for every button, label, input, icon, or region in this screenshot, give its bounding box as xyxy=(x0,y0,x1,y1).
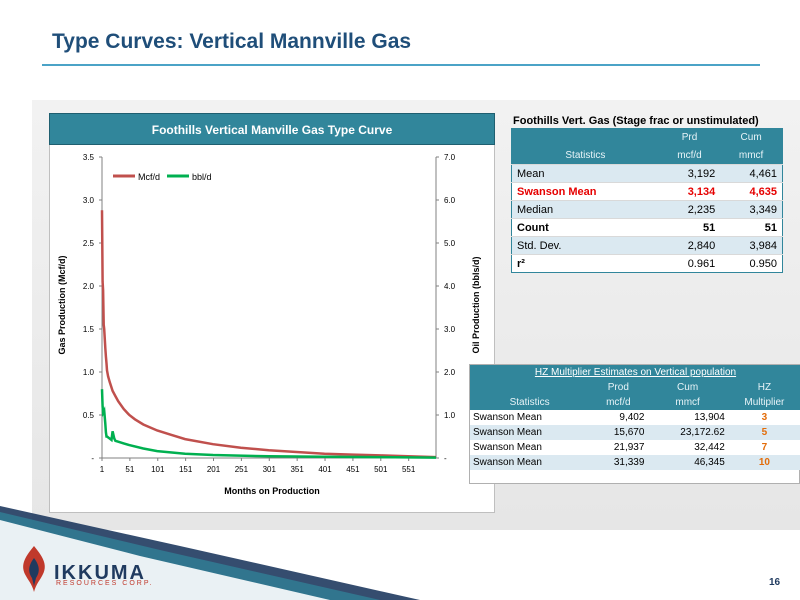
gas-series-line xyxy=(100,210,437,459)
y-tick-label: 3.5 xyxy=(83,153,95,162)
x-tick-label: 201 xyxy=(207,465,221,474)
table-row: Swanson Mean 9,402 13,904 3 xyxy=(470,410,800,425)
y-tick-label: 2.5 xyxy=(83,239,95,248)
title-divider xyxy=(42,64,760,66)
y2-tick-label: 4.0 xyxy=(444,282,456,291)
x-tick-label: 251 xyxy=(235,465,249,474)
legend-gas-label: Mcf/d xyxy=(138,172,160,182)
stats-table: Prd Cum Statistics mcf/d mmcf Mean 3,192… xyxy=(511,128,783,273)
y-tick-label: 2.0 xyxy=(83,282,95,291)
table-row: Swanson Mean 3,134 4,635 xyxy=(511,182,783,201)
x-axis-label: Months on Production xyxy=(224,486,319,496)
slide-title: Type Curves: Vertical Mannville Gas xyxy=(52,30,412,53)
header-mcfd: mcf/d xyxy=(658,146,721,165)
hz-table-title: HZ Multiplier Estimates on Vertical popu… xyxy=(470,365,800,380)
table-row: Median 2,235 3,349 xyxy=(511,200,783,219)
y2-axis-label: Oil Production (bbls/d) xyxy=(471,257,481,354)
x-tick-label: 501 xyxy=(374,465,388,474)
y-axis-label: Gas Production (Mcf/d) xyxy=(57,255,67,354)
stats-table-title: Foothills Vert. Gas (Stage frac or unsti… xyxy=(513,115,759,127)
y2-tick-label: 5.0 xyxy=(444,239,456,248)
logo-flame-icon xyxy=(23,546,45,592)
type-curve-chart: - 0.5 1.0 1.5 2.0 2.5 3.0 3.5 - 1.0 2.0 3.0 4.0 5.0 6.… xyxy=(57,153,481,496)
y2-tick-label: - xyxy=(444,454,447,463)
table-row: Std. Dev. 2,840 3,984 xyxy=(511,236,783,255)
logo-wordmark: IKKUMA xyxy=(54,562,146,584)
table-row: Swanson Mean 21,937 32,442 7 xyxy=(470,440,800,455)
x-tick-label: 101 xyxy=(151,465,165,474)
x-tick-label: 551 xyxy=(402,465,416,474)
hz-table-container: HZ Multiplier Estimates on Vertical popu… xyxy=(469,364,800,484)
chart-title: Foothills Vertical Manville Gas Type Cur… xyxy=(49,113,495,145)
y-tick-label: 0.5 xyxy=(83,411,95,420)
x-tick-label: 301 xyxy=(263,465,277,474)
y-tick-label: 1.0 xyxy=(83,368,95,377)
x-tick-label: 51 xyxy=(125,465,134,474)
plot-area xyxy=(99,156,439,461)
chart-container xyxy=(49,113,495,513)
x-tick-label: 451 xyxy=(346,465,360,474)
footer-swoosh xyxy=(0,506,420,600)
y2-tick-label: 1.0 xyxy=(444,411,456,420)
y-tick-label: 3.0 xyxy=(83,196,95,205)
hz-multiplier-table: HZ Multiplier Estimates on Vertical popu… xyxy=(470,365,800,470)
x-tick-label: 151 xyxy=(179,465,193,474)
header-mmcf: mmcf xyxy=(720,146,783,165)
chart-legend: Mcf/d bbl/d xyxy=(113,172,212,182)
table-row: Swanson Mean 31,339 46,345 10 xyxy=(470,455,800,470)
y2-tick-label: 7.0 xyxy=(444,153,456,162)
table-row: Swanson Mean 15,670 23,172.62 5 xyxy=(470,425,800,440)
y2-tick-label: 2.0 xyxy=(444,368,456,377)
oil-series-line xyxy=(100,389,437,459)
x-tick-label: 1 xyxy=(100,465,105,474)
header-prd-top: Prd xyxy=(658,128,721,147)
table-row: r² 0.961 0.950 xyxy=(511,254,783,273)
logo-tagline: RESOURCES CORP. xyxy=(56,580,154,587)
header-cum-top: Cum xyxy=(720,128,783,147)
x-tick-label: 401 xyxy=(318,465,332,474)
y-tick-label: 1.5 xyxy=(83,325,95,334)
legend-oil-label: bbl/d xyxy=(192,172,212,182)
page-number: 16 xyxy=(769,577,781,588)
table-row: Mean 3,192 4,461 xyxy=(511,164,783,183)
x-tick-label: 351 xyxy=(290,465,304,474)
y2-tick-label: 3.0 xyxy=(444,325,456,334)
header-statistics: Statistics xyxy=(511,146,659,165)
y-tick-label: - xyxy=(91,454,94,463)
table-row: Count 51 51 xyxy=(511,218,783,237)
y2-tick-label: 6.0 xyxy=(444,196,456,205)
